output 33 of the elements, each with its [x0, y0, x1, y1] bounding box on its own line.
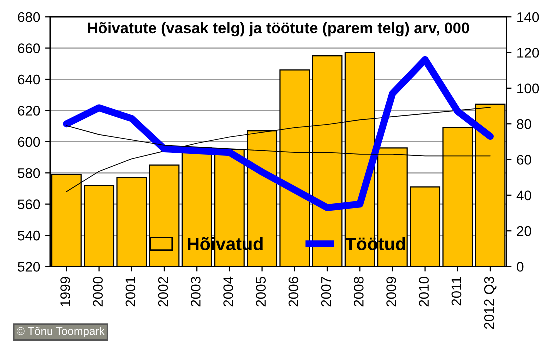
x-tick-label: 2001	[126, 277, 136, 307]
y2-tick-label: 20	[517, 226, 532, 236]
chart-title: Hõivatute (vasak telg) ja töötute (parem telg) arv, 000	[88, 22, 470, 37]
y-tick-label: 560	[18, 200, 40, 210]
x-tick-label: 2000	[93, 277, 104, 307]
y-tick-label: 620	[18, 106, 40, 116]
x-tick-label: 2011	[452, 277, 462, 306]
y-tick-label: 640	[18, 74, 40, 85]
x-tick-label: 2003	[190, 277, 201, 307]
y-tick-label: 580	[18, 168, 40, 178]
x-tick-label: 1999	[60, 277, 70, 306]
x-tick-label: 2007	[321, 277, 332, 307]
y2-tick-label: 140	[518, 12, 540, 22]
y-tick-label: 680	[18, 12, 40, 22]
x-tick-label: 2002	[158, 277, 168, 307]
y-tick-label: 600	[18, 137, 40, 148]
text: © Tõnu Toompark	[16, 327, 105, 338]
y2-tick-label: 40	[516, 190, 532, 201]
y2-tick-label: 120	[518, 48, 540, 58]
y2-tick-label: 60	[517, 155, 532, 165]
x-tick-label: 2006	[288, 277, 299, 307]
x-tick-label: 2004	[224, 276, 234, 307]
y2-tick-label: 80	[517, 119, 532, 130]
x-tick-label: 2010	[419, 277, 430, 307]
x-tick-label: 2008	[354, 277, 364, 307]
y-tick-label: 540	[18, 230, 40, 241]
x-tick-label: 2005	[256, 277, 266, 307]
y-tick-label: 660	[18, 44, 40, 54]
x-tick-label: 2012 Q3	[484, 277, 497, 330]
y2-tick-label: 100	[518, 84, 540, 94]
y-tick-label: 520	[18, 262, 40, 272]
x-tick-label: 2009	[386, 277, 396, 307]
y2-tick-label: 0	[517, 262, 524, 272]
